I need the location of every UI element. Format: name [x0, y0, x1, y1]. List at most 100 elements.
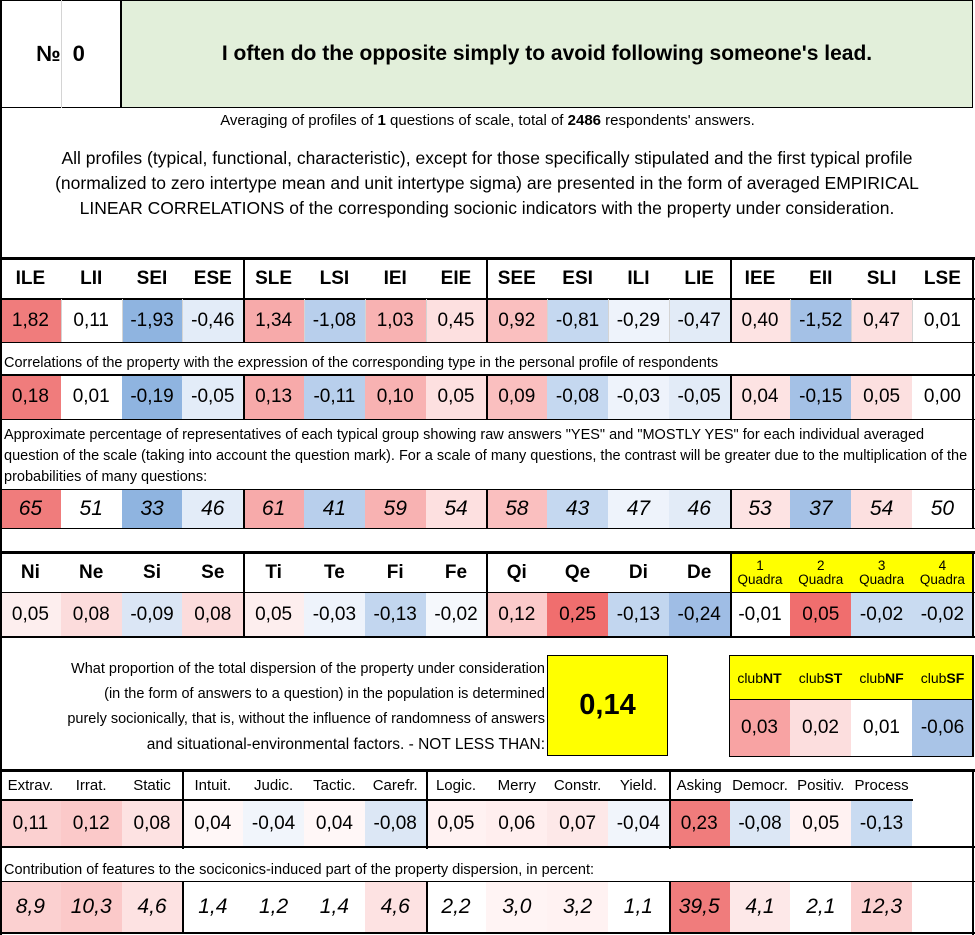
quadra-header-2: 2 Quadra: [790, 554, 852, 592]
quadra-header-1: 1 Quadra: [729, 554, 791, 592]
function-value: 0,12: [486, 593, 548, 636]
type-correlation-value: -0,03: [608, 375, 669, 419]
trait-value: 0,06: [486, 801, 548, 846]
averaging-middle: questions of scale, total of: [385, 112, 568, 129]
function-value: 0,05: [0, 593, 61, 636]
grid-line: [790, 299, 791, 342]
contribution-note: Contribution of features to the sociconi…: [4, 862, 594, 878]
club-value: 0,03: [729, 700, 790, 756]
averaging-prefix: Averaging of profiles of: [220, 112, 378, 129]
type-profile-value: 0,92: [486, 299, 548, 342]
type-header-sli: SLI: [866, 268, 897, 289]
grid-line: [972, 257, 974, 529]
type-header-eii: EII: [809, 268, 833, 289]
quadra-value: 0,05: [790, 593, 852, 636]
grid-line: [0, 846, 975, 848]
trait-contribution-value: 2,2: [425, 882, 487, 932]
trait-header: Democr.: [732, 776, 788, 794]
function-value: -0,02: [425, 593, 487, 636]
type-profile-value: 0,45: [425, 299, 487, 342]
type-percentage-value: 33: [121, 490, 183, 528]
type-percentage-value: 50: [912, 490, 973, 528]
function-header-ni: Ni: [20, 562, 40, 583]
type-correlation-value: 0,09: [486, 375, 548, 419]
club-prefix: club: [798, 670, 825, 686]
function-value: 0,08: [182, 593, 244, 636]
type-profile-value: -0,47: [668, 299, 730, 342]
type-header-ile: ILE: [15, 268, 46, 289]
trait-value: 0,05: [790, 801, 852, 846]
function-value: 0,08: [60, 593, 122, 636]
trait-value: -0,04: [243, 801, 304, 846]
quadra-value: -0,01: [729, 593, 791, 636]
type-correlation-value: -0,11: [304, 375, 365, 419]
percentage-note: Approximate percentage of representative…: [4, 427, 968, 485]
grid-line: [851, 299, 852, 342]
grid-line: [729, 655, 973, 656]
type-header-iei: IEI: [383, 268, 407, 289]
trait-contribution-value: 4,1: [729, 882, 791, 932]
club-value: 0,02: [790, 700, 851, 756]
quadra-number: 3: [877, 558, 886, 573]
grid-line: [0, 636, 975, 638]
trait-contribution-value: 39,5: [668, 882, 730, 932]
question-count: 1: [377, 112, 386, 129]
grid-line: [730, 489, 732, 529]
type-correlation-value: -0,08: [547, 375, 608, 419]
club-name: ST: [824, 670, 843, 686]
type-profile-value: 1,34: [243, 299, 304, 342]
type-profile-value: 1,03: [364, 299, 426, 342]
trait-header: Yield.: [619, 776, 657, 794]
grid-line: [426, 881, 428, 934]
trait-header: Logic.: [435, 776, 476, 794]
club-name: SF: [946, 670, 965, 686]
grid-line: [182, 299, 183, 342]
grid-line: [182, 769, 184, 849]
type-header-lsi: LSI: [319, 268, 350, 289]
type-header-esi: ESI: [562, 268, 593, 289]
type-correlation-value: -0,05: [182, 375, 244, 419]
grid-line: [61, 299, 62, 342]
trait-contribution-value: 1,4: [182, 882, 244, 932]
club-name: NT: [763, 670, 782, 686]
trait-value: 0,23: [668, 801, 730, 846]
club-prefix: club: [920, 670, 947, 686]
grid-line: [426, 769, 428, 849]
quadra-label: Quadra: [859, 572, 905, 587]
quadra-label: Quadra: [798, 572, 844, 587]
trait-header: Merry: [497, 776, 536, 794]
grid-line: [486, 551, 488, 637]
type-correlation-value: 0,00: [912, 375, 973, 419]
trait-header: Asking: [676, 776, 722, 794]
type-header-lii: LII: [80, 268, 103, 289]
function-value: -0,13: [364, 593, 426, 636]
grid-line: [486, 257, 488, 343]
function-header-de: De: [687, 562, 712, 583]
trait-value: 0,05: [425, 801, 487, 846]
type-percentage-value: 37: [790, 490, 852, 528]
grid-line: [669, 299, 670, 342]
trait-contribution-value: 3,0: [486, 882, 548, 932]
trait-contribution-value: 4,6: [364, 882, 426, 932]
grid-line: [182, 881, 184, 934]
trait-contribution-value: 12,3: [851, 882, 912, 932]
function-header-qi: Qi: [506, 562, 527, 583]
club-value: 0,01: [851, 700, 912, 756]
function-value: -0,03: [304, 593, 365, 636]
trait-contribution-value: 8,9: [0, 882, 61, 932]
type-header-ese: ESE: [193, 268, 232, 289]
type-correlation-value: 0,10: [364, 375, 426, 419]
grid-line: [243, 489, 245, 529]
trait-header: Extrav.: [7, 776, 54, 794]
type-percentage-value: 46: [182, 490, 244, 528]
averaging-line: Averaging of profiles of 1 questions of …: [0, 112, 975, 136]
type-correlation-value: -0,05: [668, 375, 730, 419]
trait-header: Judic.: [253, 776, 294, 794]
grid-line: [243, 374, 245, 420]
grid-line: [547, 299, 548, 342]
club-header-sf: club SF: [912, 656, 973, 700]
type-percentage-value: 43: [547, 490, 608, 528]
trait-value: 0,12: [60, 801, 122, 846]
function-header-fi: Fi: [386, 562, 404, 583]
type-profile-value: 0,40: [729, 299, 791, 342]
